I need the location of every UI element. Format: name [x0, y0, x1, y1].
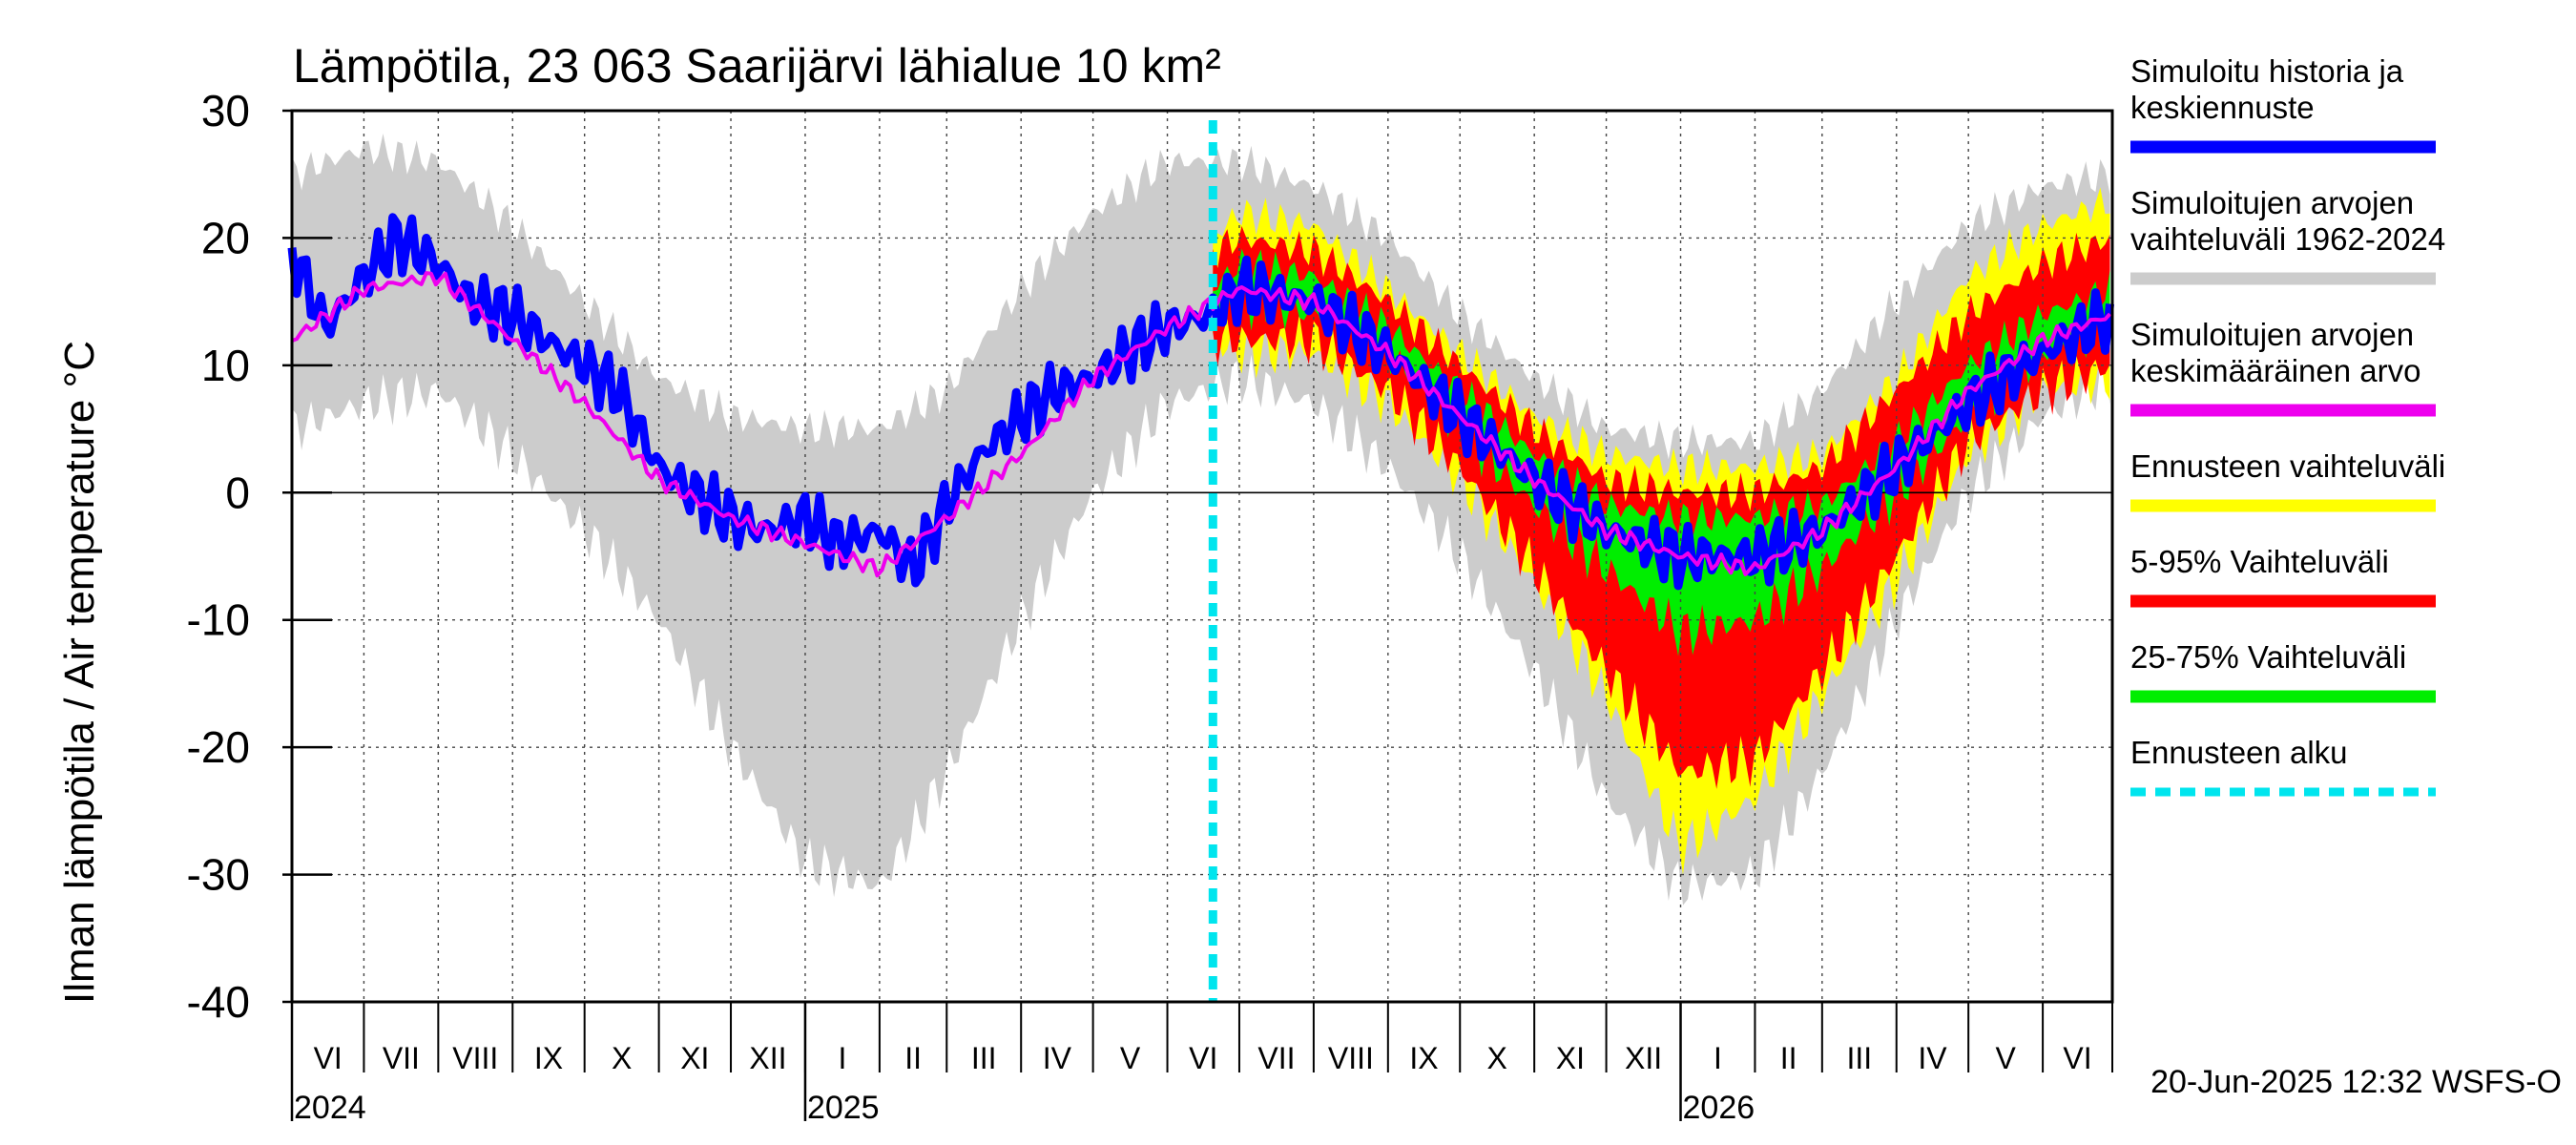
month-label: III — [971, 1041, 997, 1075]
month-label: XII — [749, 1041, 786, 1075]
chart-title: Lämpötila, 23 063 Saarijärvi lähialue 10… — [293, 39, 1221, 93]
y-tick-label: -10 — [187, 595, 250, 645]
month-label: VI — [2063, 1041, 2091, 1075]
footer-timestamp: 20-Jun-2025 12:32 WSFS-O — [2150, 1064, 2562, 1100]
legend-label: Simuloitu historia ja — [2130, 53, 2404, 89]
year-label: 2024 — [294, 1090, 366, 1126]
line-simuloitujen-arvojen-keskim-r-inen-arvo — [291, 271, 2111, 578]
legend-label: Simuloitujen arvojen — [2130, 185, 2414, 220]
month-label: X — [612, 1041, 632, 1075]
lines-layer — [287, 120, 2114, 1002]
month-label: XI — [1556, 1041, 1585, 1075]
line-simuloitu-historia-ja-keskiennuste — [287, 213, 2114, 591]
month-label: I — [838, 1041, 846, 1075]
month-label: IV — [1043, 1041, 1072, 1075]
y-tick-label: 0 — [225, 468, 250, 517]
month-label: IX — [1409, 1041, 1438, 1075]
legend-label: keskimääräinen arvo — [2130, 353, 2420, 388]
month-label: VI — [1189, 1041, 1217, 1075]
grid-layer — [292, 111, 2112, 1002]
month-label: I — [1714, 1041, 1722, 1075]
month-label: V — [1995, 1041, 2016, 1075]
month-label: IV — [1918, 1041, 1947, 1075]
month-label: VII — [383, 1041, 420, 1075]
month-label: VIII — [1328, 1041, 1374, 1075]
month-label: VIII — [452, 1041, 498, 1075]
y-axis-label: Ilman lämpötila / Air temperature °C — [56, 341, 103, 1004]
y-tick-label: 30 — [201, 86, 250, 135]
month-label: XII — [1625, 1041, 1662, 1075]
month-label: II — [904, 1041, 922, 1075]
plot-frame — [290, 109, 2114, 1004]
month-label: III — [1846, 1041, 1872, 1075]
legend-label: keskiennuste — [2130, 90, 2315, 125]
legend-label: Ennusteen vaihteluväli — [2130, 448, 2445, 484]
legend-label: Simuloitujen arvojen — [2130, 317, 2414, 352]
y-tick-label: -40 — [187, 977, 250, 1027]
month-label: XI — [680, 1041, 709, 1075]
y-tick-label: -30 — [187, 850, 250, 900]
month-label: VII — [1257, 1041, 1295, 1075]
legend-label: Ennusteen alku — [2130, 735, 2348, 770]
month-label: II — [1780, 1041, 1797, 1075]
legend-label: 5-95% Vaihteluväli — [2130, 544, 2389, 579]
month-label: V — [1120, 1041, 1141, 1075]
y-tick-label: 10 — [201, 341, 250, 390]
year-label: 2026 — [1683, 1090, 1755, 1126]
month-label: IX — [534, 1041, 563, 1075]
legend-label: vaihteluväli 1962-2024 — [2130, 221, 2445, 257]
month-label: X — [1487, 1041, 1507, 1075]
year-label: 2025 — [807, 1090, 880, 1126]
y-tick-label: -20 — [187, 722, 250, 772]
legend-label: 25-75% Vaihteluväli — [2130, 639, 2406, 675]
y-tick-label: 20 — [201, 213, 250, 262]
month-label: VI — [314, 1041, 343, 1075]
